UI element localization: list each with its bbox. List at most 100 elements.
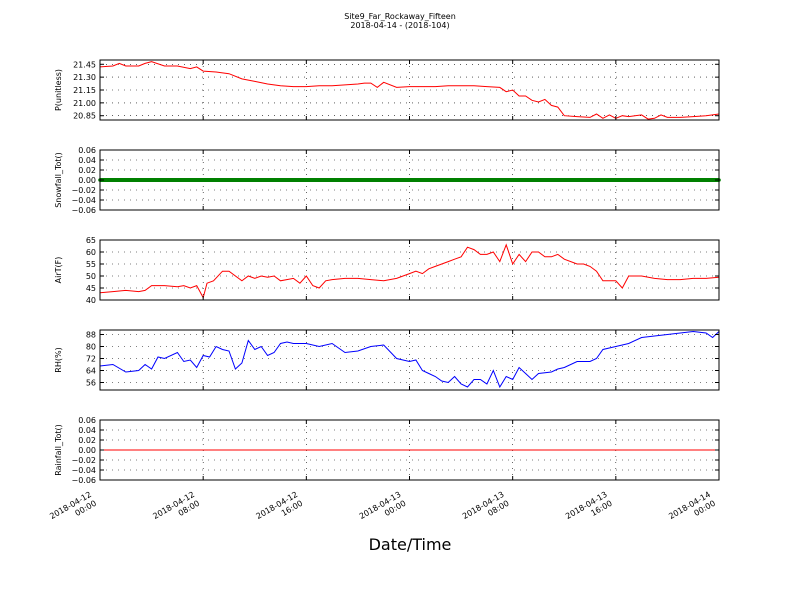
- series-point: [623, 178, 628, 182]
- panel-0: 21.45 21.30 21.15 21.00 20.85 P(unitless): [54, 59, 720, 121]
- series-point: [417, 178, 422, 182]
- series-point: [220, 178, 225, 182]
- series-point: [259, 178, 264, 182]
- y-tick-label: 0.06: [78, 146, 96, 155]
- series-point: [230, 178, 234, 182]
- series-point: [636, 178, 641, 182]
- series-point: [120, 178, 125, 182]
- series-point: [439, 178, 444, 182]
- series-point: [559, 178, 563, 182]
- series-point: [517, 178, 521, 182]
- y-tick-label: 56: [86, 379, 96, 388]
- y-axis-label: P(unitless): [54, 69, 63, 111]
- series-point: [327, 178, 331, 182]
- series-point: [201, 178, 205, 182]
- series-point: [620, 178, 625, 182]
- y-tick-label: −0.06: [71, 206, 96, 215]
- series-point: [256, 178, 260, 182]
- series-point: [301, 178, 305, 182]
- series-point: [556, 178, 560, 182]
- series-point: [704, 178, 708, 182]
- y-tick-label: −0.06: [71, 476, 96, 485]
- series-point: [375, 178, 380, 182]
- series-point: [182, 178, 186, 182]
- series-point: [253, 178, 257, 182]
- series-point: [694, 178, 699, 182]
- series-point: [527, 178, 531, 182]
- series-point: [194, 178, 199, 182]
- x-tick-labels: 2018-04-1200:00 2018-04-1208:00 2018-04-12…: [48, 490, 717, 530]
- series-point: [530, 178, 534, 182]
- series-point: [523, 178, 528, 182]
- series-point: [278, 178, 283, 182]
- series-point: [478, 178, 483, 182]
- series-point: [510, 178, 515, 182]
- series-point: [546, 178, 550, 182]
- series-point: [459, 178, 463, 182]
- y-tick-label: 40: [86, 296, 96, 305]
- series-point: [543, 178, 547, 182]
- series-point: [446, 178, 451, 182]
- series-point: [430, 178, 434, 182]
- series-point: [307, 178, 312, 182]
- chart-panels: 21.45 21.30 21.15 21.00 20.85 P(unitless) 0.06…: [48, 59, 721, 530]
- series-point: [688, 178, 692, 182]
- series-point: [340, 178, 344, 182]
- series-point: [469, 178, 473, 182]
- y-tick-label: 0.04: [78, 156, 96, 165]
- series-point: [369, 178, 373, 182]
- series-point: [227, 178, 231, 182]
- series-point: [665, 178, 670, 182]
- series-point: [394, 178, 399, 182]
- series-point: [398, 178, 402, 182]
- panel-4: 0.060.040.020.00−0.02−0.04−0.06 Rainfall_…: [54, 416, 720, 485]
- series-point: [552, 178, 557, 182]
- y-tick-label: 64: [86, 367, 96, 376]
- series-point: [520, 178, 525, 182]
- series-point: [175, 178, 180, 182]
- series-point: [668, 178, 673, 182]
- series-point: [140, 178, 144, 182]
- series-point: [597, 178, 602, 182]
- series-point: [294, 178, 299, 182]
- panel-2: 65 60 55 50 45 40 AirT(F): [54, 236, 720, 305]
- series-point: [539, 178, 544, 182]
- series-point: [633, 178, 637, 182]
- series-point: [607, 178, 612, 182]
- series-point: [236, 178, 241, 182]
- series-point: [336, 178, 341, 182]
- series-point: [159, 178, 164, 182]
- y-tick-label: −0.04: [71, 196, 96, 205]
- series-point: [433, 178, 438, 182]
- series-point: [533, 178, 537, 182]
- series-point: [588, 178, 592, 182]
- series-point: [162, 178, 167, 182]
- series-point: [639, 178, 644, 182]
- y-axis-label: Snowfall_Tot(): [54, 152, 63, 208]
- x-tick-label: 2018-04-1308:00: [461, 490, 511, 530]
- series-point: [410, 178, 415, 182]
- series-point: [710, 178, 715, 182]
- series-point: [169, 178, 173, 182]
- series-point: [591, 178, 596, 182]
- series-point: [452, 178, 457, 182]
- series-point: [381, 178, 386, 182]
- series-point: [127, 178, 131, 182]
- series-point: [114, 178, 118, 182]
- series-point: [372, 178, 376, 182]
- y-tick-label: 45: [86, 284, 96, 293]
- series-point: [678, 178, 683, 182]
- series-point: [443, 178, 447, 182]
- series-point: [285, 178, 289, 182]
- y-tick-label: 88: [86, 331, 96, 340]
- x-tick-label: 2018-04-1216:00: [255, 490, 305, 530]
- series-point: [378, 178, 383, 182]
- series-point: [655, 178, 660, 182]
- series-point: [691, 178, 695, 182]
- series-point: [681, 178, 686, 182]
- y-tick-label: 0.06: [78, 416, 96, 425]
- series-point: [536, 178, 541, 182]
- y-tick-label: 55: [86, 260, 96, 269]
- y-tick-label: 21.15: [73, 86, 96, 95]
- y-axis-label: AirT(F): [54, 257, 63, 284]
